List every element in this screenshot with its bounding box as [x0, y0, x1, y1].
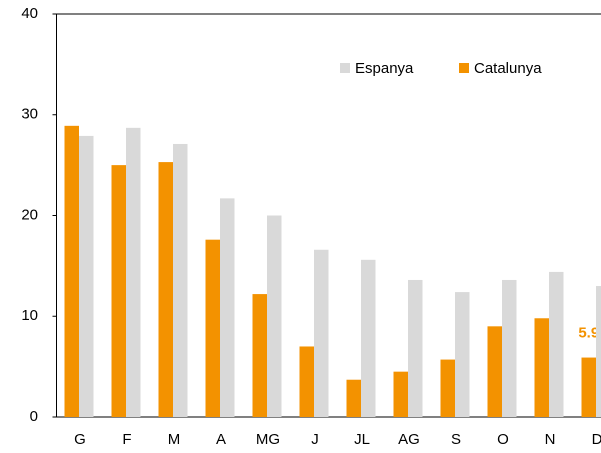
bar — [111, 165, 126, 417]
bar — [393, 371, 408, 417]
bar — [581, 357, 596, 417]
legend-swatch — [340, 63, 350, 73]
y-tick-label: 0 — [30, 408, 38, 425]
bar — [267, 215, 282, 417]
y-tick-label: 20 — [21, 206, 38, 223]
data-label: 5.9 — [578, 325, 599, 342]
bar — [408, 279, 423, 417]
x-tick-label: AG — [398, 431, 420, 448]
bar — [64, 125, 79, 418]
y-tick-label: 30 — [21, 106, 38, 123]
bar — [79, 135, 94, 417]
x-tick-label: MG — [256, 431, 280, 448]
x-tick-label: A — [216, 431, 226, 448]
legend-label: Espanya — [355, 60, 414, 77]
bar — [440, 359, 455, 417]
bar — [314, 249, 329, 417]
bar — [126, 127, 141, 417]
x-tick-label: O — [497, 431, 509, 448]
y-tick-label: 10 — [21, 307, 38, 324]
bar — [455, 292, 470, 417]
bar — [205, 239, 220, 417]
x-tick-label: S — [451, 431, 461, 448]
bar — [252, 294, 267, 417]
x-tick-label: G — [74, 431, 86, 448]
bar — [487, 326, 502, 417]
bar — [173, 143, 188, 417]
bar — [158, 162, 173, 417]
legend-label: Catalunya — [474, 60, 542, 77]
y-tick-label: 40 — [21, 5, 38, 22]
bar — [534, 318, 549, 417]
bar — [596, 286, 601, 417]
x-tick-label: N — [545, 431, 556, 448]
x-tick-label: JL — [354, 431, 370, 448]
bar — [299, 346, 314, 417]
x-tick-label: J — [311, 431, 319, 448]
bar — [220, 198, 235, 417]
bar — [549, 271, 564, 417]
bar — [361, 259, 376, 417]
bar — [346, 379, 361, 417]
x-tick-label: F — [122, 431, 131, 448]
legend-swatch — [459, 63, 469, 73]
bar — [502, 279, 517, 417]
x-tick-label: D — [592, 431, 601, 448]
x-tick-label: M — [168, 431, 181, 448]
